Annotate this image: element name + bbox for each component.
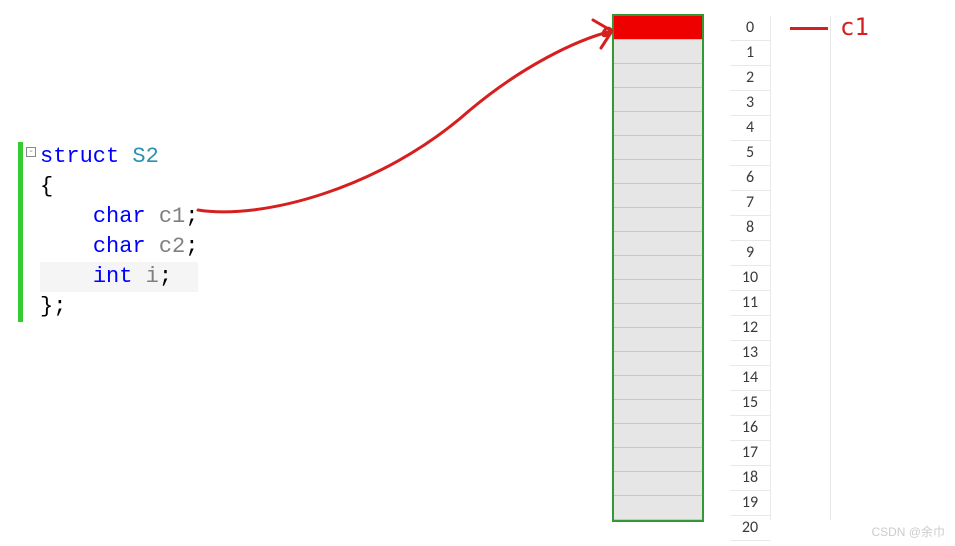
memory-offset-label: 0: [730, 16, 770, 41]
memory-offset-label: 3: [730, 91, 770, 116]
memory-offset-label: 10: [730, 266, 770, 291]
memory-cell: [614, 64, 702, 88]
memory-cell: [614, 136, 702, 160]
code-line: int i;: [40, 262, 198, 292]
memory-offset-label: 4: [730, 116, 770, 141]
memory-cell: [614, 472, 702, 496]
memory-offset-label: 15: [730, 391, 770, 416]
memory-cell: [614, 352, 702, 376]
memory-cell: [614, 496, 702, 520]
code-accent-bar: [18, 142, 23, 322]
memory-cell: [614, 304, 702, 328]
memory-offset-label: 9: [730, 241, 770, 266]
memory-offset-label: 7: [730, 191, 770, 216]
watermark: CSDN @余巾: [871, 523, 945, 540]
memory-cell: [614, 40, 702, 64]
memory-offset-labels: 01234567891011121314151617181920: [730, 16, 770, 541]
memory-offset-label: 8: [730, 216, 770, 241]
annotation-label: c1: [840, 13, 869, 41]
memory-cell: [614, 160, 702, 184]
memory-offset-label: 18: [730, 466, 770, 491]
memory-cell: [614, 88, 702, 112]
memory-cell: [614, 16, 702, 40]
memory-offset-label: 17: [730, 441, 770, 466]
memory-cell: [614, 328, 702, 352]
memory-cell: [614, 400, 702, 424]
code-block: - struct S2{ char c1; char c2; int i;};: [18, 142, 398, 322]
code-line: struct S2: [40, 142, 198, 172]
memory-offset-label: 14: [730, 366, 770, 391]
code-line: };: [40, 292, 198, 322]
memory-cell: [614, 448, 702, 472]
memory-cell: [614, 376, 702, 400]
grid-line: [830, 16, 831, 520]
memory-cell: [614, 256, 702, 280]
annotation-tick: [790, 27, 828, 30]
memory-cell: [614, 208, 702, 232]
memory-offset-label: 2: [730, 66, 770, 91]
memory-cell: [614, 232, 702, 256]
code-line: char c2;: [40, 232, 198, 262]
memory-offset-label: 13: [730, 341, 770, 366]
memory-offset-label: 5: [730, 141, 770, 166]
memory-cell: [614, 112, 702, 136]
memory-cell: [614, 280, 702, 304]
grid-line: [770, 16, 771, 520]
memory-offset-label: 20: [730, 516, 770, 541]
code-line: char c1;: [40, 202, 198, 232]
memory-offset-label: 12: [730, 316, 770, 341]
memory-cell: [614, 424, 702, 448]
memory-offset-label: 11: [730, 291, 770, 316]
code-lines: struct S2{ char c1; char c2; int i;};: [40, 142, 198, 322]
memory-offset-label: 6: [730, 166, 770, 191]
fold-marker: -: [26, 147, 36, 157]
code-line: {: [40, 172, 198, 202]
memory-cells: [614, 16, 702, 520]
memory-offset-label: 19: [730, 491, 770, 516]
memory-cell: [614, 184, 702, 208]
memory-offset-label: 16: [730, 416, 770, 441]
memory-offset-label: 1: [730, 41, 770, 66]
